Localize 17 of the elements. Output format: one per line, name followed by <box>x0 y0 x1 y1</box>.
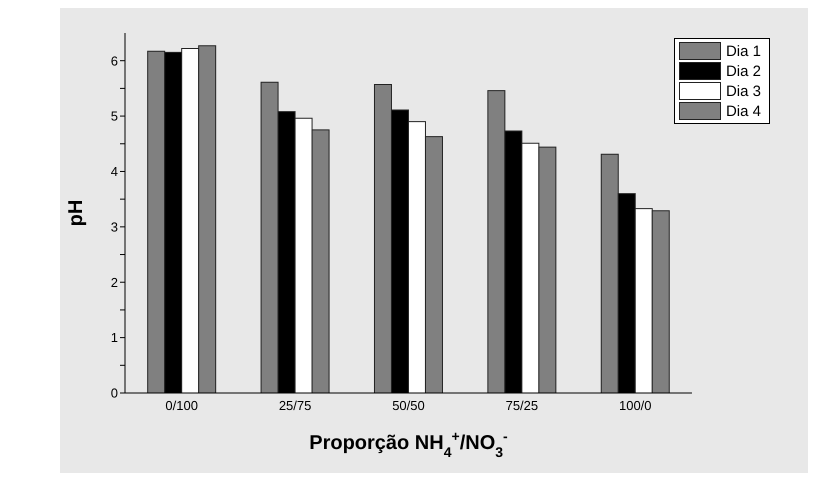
legend-label: Dia 4 <box>726 102 761 120</box>
y-tick-label: 2 <box>110 274 118 290</box>
y-tick-label: 6 <box>110 53 118 68</box>
x-tick-label: 75/25 <box>506 398 538 414</box>
y-tick-label: 3 <box>110 219 118 234</box>
x-tick-label: 0/100 <box>165 398 198 414</box>
y-axis-title: pH <box>65 200 87 226</box>
legend-label: Dia 1 <box>726 42 761 60</box>
y-tick-label: 1 <box>110 330 118 346</box>
x-tick-label: 100/0 <box>619 398 652 414</box>
legend-label: Dia 3 <box>726 82 761 100</box>
x-tick-label: 25/75 <box>278 398 312 414</box>
y-tick-label: 5 <box>110 108 118 124</box>
x-tick-label: 50/50 <box>392 398 425 414</box>
y-tick-label: 4 <box>110 164 118 180</box>
y-tick-label: 0 <box>110 386 118 401</box>
legend-label: Dia 2 <box>726 62 761 80</box>
